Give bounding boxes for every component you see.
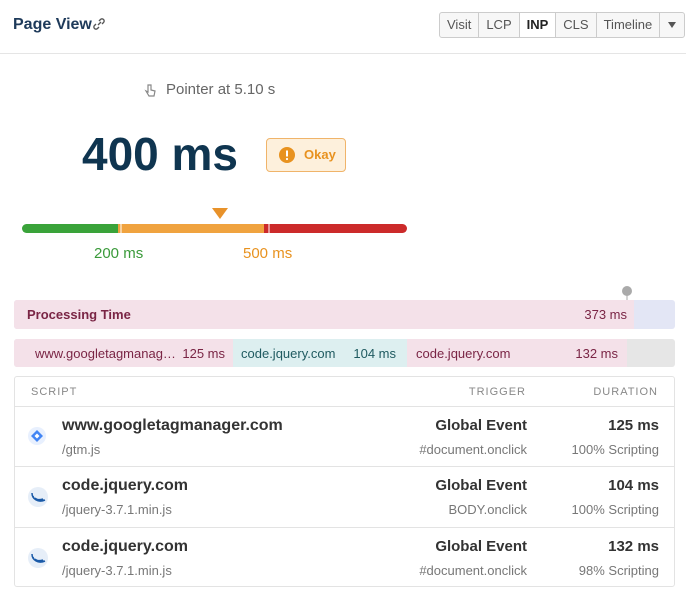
- tab[interactable]: CLS: [556, 13, 597, 37]
- column-header: DURATION: [593, 386, 658, 398]
- script-name: code.jquery.com: [62, 537, 188, 555]
- trigger: Global Event: [435, 477, 527, 495]
- processing-bar: [14, 300, 634, 329]
- pointer-icon: [144, 84, 156, 97]
- rating: Okay: [304, 147, 336, 162]
- processing-value: 373 ms: [584, 307, 627, 322]
- script-name: www.googletagmanag…: [35, 346, 176, 361]
- script-icon: [28, 487, 48, 512]
- tab[interactable]: Timeline: [597, 13, 661, 37]
- tab[interactable]: LCP: [479, 13, 520, 37]
- breakdown: 100% Scripting: [571, 442, 659, 457]
- table-row[interactable]: code.jquery.com/jquery-3.7.1.min.js Globa…: [14, 526, 675, 588]
- script-icon: [28, 427, 46, 450]
- script-bar[interactable]: code.jquery.com 132 ms: [407, 339, 627, 367]
- duration: 132 ms: [608, 537, 659, 555]
- event-label: Pointer at 5.10 s: [166, 81, 276, 98]
- script-track: www.googletagmanag… 125 ms code.jquery.c…: [14, 339, 675, 367]
- script-path: /gtm.js: [62, 442, 101, 457]
- threshold-label: 500 ms: [243, 245, 293, 262]
- script-path: /jquery-3.7.1.min.js: [62, 502, 172, 518]
- trigger-detail: BODY.onclick: [448, 502, 527, 518]
- script-name: code.jquery.com: [62, 477, 188, 495]
- link-icon[interactable]: [92, 17, 106, 31]
- script-bar[interactable]: code.jquery.com 104 ms: [233, 339, 407, 367]
- script-path: /jquery-3.7.1.min.js: [62, 562, 172, 578]
- dropdown[interactable]: [660, 13, 684, 37]
- table-row[interactable]: www.googletagmanager.com/gtm.js Global Ev…: [14, 406, 675, 467]
- column-header: TRIGGER: [468, 386, 526, 398]
- script-name: www.googletagmanager.com: [62, 417, 283, 434]
- script-table: SCRIPT TRIGGER DURATION: [14, 376, 675, 587]
- processing-track: Processing Time 373 ms: [14, 300, 675, 329]
- threshold-label: 200 ms: [94, 245, 144, 262]
- breakdown: 100% Scripting: [571, 502, 659, 518]
- script-value: 132 ms: [575, 346, 618, 361]
- script-bar[interactable]: www.googletagmanag… 125 ms: [14, 339, 233, 367]
- script-value: 125 ms: [182, 346, 225, 361]
- tab-bar: Visit LCP INP CLS Timeline: [439, 12, 686, 38]
- marker: [622, 286, 632, 301]
- trigger: Global Event: [435, 537, 527, 555]
- page-title: Page View: [13, 16, 92, 33]
- rating-scale: [22, 208, 407, 240]
- metric-value: 400 ms: [82, 128, 239, 180]
- tab[interactable]: INP: [519, 13, 557, 37]
- breakdown: 98% Scripting: [578, 562, 659, 578]
- script-name: code.jquery.com: [241, 346, 336, 361]
- script-icon: [28, 547, 48, 573]
- tab[interactable]: Visit: [440, 13, 480, 37]
- trigger: Global Event: [435, 417, 527, 434]
- trigger-detail: #document.onclick: [419, 442, 527, 457]
- divider: [0, 53, 686, 54]
- trigger-detail: #document.onclick: [419, 562, 527, 578]
- column-header: SCRIPT: [31, 386, 78, 398]
- processing-label: Processing Time: [27, 307, 131, 322]
- duration: 125 ms: [608, 417, 659, 434]
- script-name: code.jquery.com: [416, 346, 511, 361]
- duration: 104 ms: [608, 477, 659, 495]
- script-value: 104 ms: [353, 346, 396, 361]
- rating-badge: Okay: [266, 138, 346, 172]
- table-row[interactable]: code.jquery.com/jquery-3.7.1.min.js Globa…: [14, 466, 675, 527]
